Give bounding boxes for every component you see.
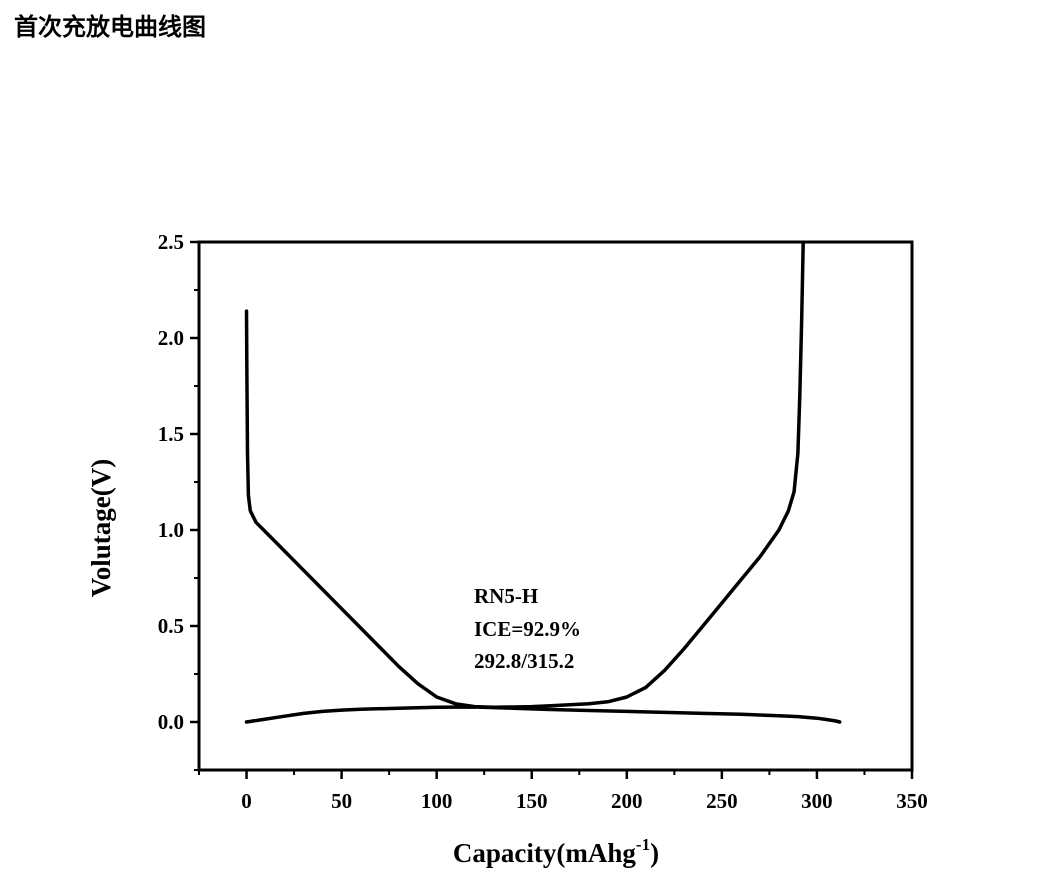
y-tick-label: 1.5 bbox=[158, 422, 184, 446]
x-tick-label: 100 bbox=[421, 789, 453, 813]
y-axis-label: Volutage(V) bbox=[86, 459, 116, 598]
y-tick-label: 0.5 bbox=[158, 614, 184, 638]
x-tick-label: 350 bbox=[896, 789, 928, 813]
annotation-sample-name: RN5-H bbox=[474, 584, 538, 608]
series-line-discharge bbox=[244, 705, 842, 724]
x-axis-label-sup: -1 bbox=[636, 835, 650, 854]
x-axis-label: Capacity(mAhg-1) bbox=[453, 835, 659, 868]
x-axis-label-main: Capacity(mAhg bbox=[453, 838, 636, 868]
x-tick-label: 150 bbox=[516, 789, 548, 813]
plot-frame bbox=[197, 240, 914, 772]
y-tick-label: 2.0 bbox=[158, 326, 184, 350]
x-tick-label: 0 bbox=[241, 789, 252, 813]
series-layer bbox=[244, 242, 842, 724]
x-tick-label: 300 bbox=[801, 789, 833, 813]
x-tick-label: 50 bbox=[331, 789, 352, 813]
x-tick-label: 250 bbox=[706, 789, 738, 813]
page-title: 首次充放电曲线图 bbox=[14, 13, 206, 41]
y-tick-label: 1.0 bbox=[158, 518, 184, 542]
annotation-capacity-ratio: 292.8/315.2 bbox=[474, 649, 574, 673]
y-tick-label: 2.5 bbox=[158, 230, 184, 254]
annotation-ice: ICE=92.9% bbox=[474, 617, 581, 641]
ticks-layer: 0 50 100 150 200 250 300 350 0.0 0.5 1.0 1.5 2.0 2.5 bbox=[158, 230, 928, 813]
y-tick-label: 0.0 bbox=[158, 710, 184, 734]
x-axis-label-tail: ) bbox=[650, 838, 659, 868]
x-tick-label: 200 bbox=[611, 789, 643, 813]
